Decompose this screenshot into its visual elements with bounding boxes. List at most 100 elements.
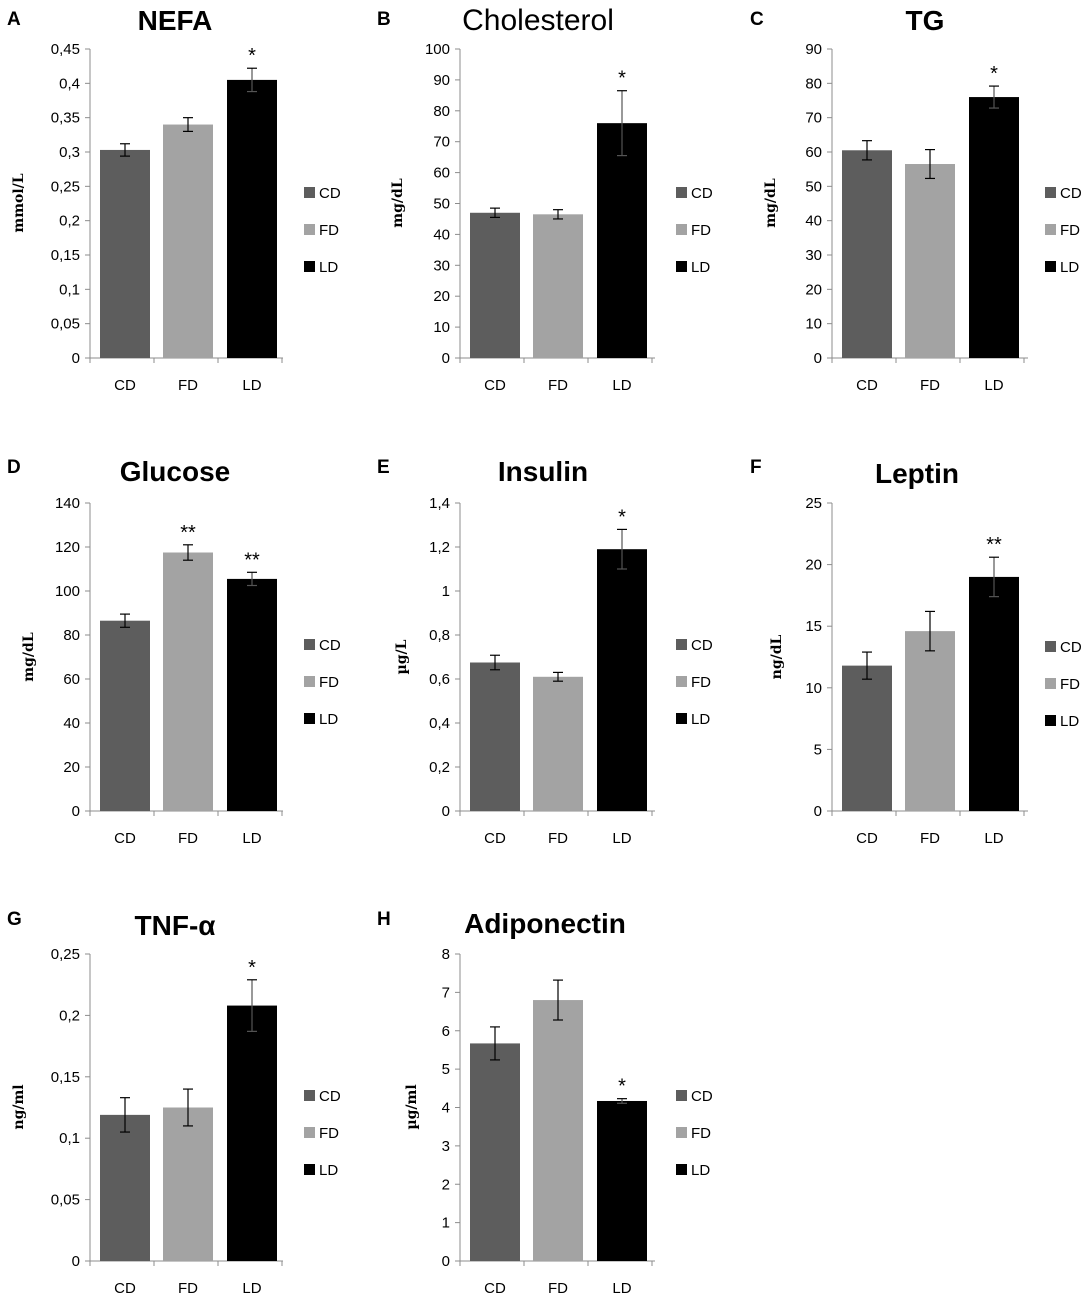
y-axis-label: µg/L bbox=[394, 639, 410, 674]
y-axis-label: µg/ml bbox=[404, 1084, 420, 1129]
significance-mark: * bbox=[618, 506, 626, 528]
x-tick-label: CD bbox=[114, 830, 136, 847]
x-tick-label: LD bbox=[984, 830, 1003, 847]
chart-panel-d: D Glucose mg/dL 0 20 40 60 80 100 120 140 CD FD ** LD *… bbox=[7, 456, 341, 847]
legend-label: CD bbox=[691, 185, 713, 202]
y-tick-label: 0,05 bbox=[51, 316, 80, 333]
legend-swatch-ld bbox=[304, 713, 315, 724]
significance-mark: * bbox=[618, 1076, 626, 1098]
legend: CD FD LD bbox=[304, 1088, 341, 1179]
chart-panel-f: F Leptin ng/dL 0 5 10 15 20 25 CD FD LD ** CD FD LD bbox=[750, 457, 1082, 847]
y-tick-label: 0,1 bbox=[59, 1130, 80, 1147]
y-tick-label: 10 bbox=[805, 316, 822, 333]
x-tick-label: CD bbox=[484, 830, 506, 847]
y-tick-label: 0,15 bbox=[51, 1069, 80, 1086]
legend-label: FD bbox=[319, 1125, 339, 1142]
y-tick-label: 7 bbox=[442, 984, 450, 1001]
chart-panel-b: B Cholesterol mg/dL 0 10 20 30 40 50 60 70 80 90 100 C… bbox=[377, 4, 713, 394]
bar-cd bbox=[470, 1043, 520, 1261]
significance-mark: ** bbox=[244, 549, 260, 571]
chart-title: Glucose bbox=[120, 456, 230, 487]
bar-cd bbox=[842, 665, 892, 811]
legend-swatch-ld bbox=[676, 261, 687, 272]
y-tick-label: 0,2 bbox=[59, 1007, 80, 1024]
legend-swatch-fd bbox=[1045, 224, 1056, 235]
legend-label: FD bbox=[1060, 222, 1080, 239]
x-tick-label: FD bbox=[548, 830, 568, 847]
legend-label: FD bbox=[691, 674, 711, 691]
x-tick-label: LD bbox=[242, 830, 261, 847]
legend-swatch-fd bbox=[676, 1127, 687, 1138]
legend-swatch-fd bbox=[676, 224, 687, 235]
chart-panel-g: G TNF-α ng/ml 0 0,05 0,1 0,15 0,2 0,25 CD FD LD * CD F… bbox=[7, 909, 341, 1297]
y-tick-label: 50 bbox=[433, 196, 450, 213]
y-tick-label: 40 bbox=[433, 226, 450, 243]
y-tick-label: 100 bbox=[425, 41, 450, 58]
y-tick-label: 5 bbox=[814, 741, 822, 758]
chart-title: NEFA bbox=[138, 5, 213, 36]
legend-swatch-cd bbox=[304, 187, 315, 198]
legend-swatch-cd bbox=[676, 1090, 687, 1101]
y-tick-label: 60 bbox=[805, 144, 822, 161]
bar-fd bbox=[533, 676, 583, 811]
y-tick-label: 0 bbox=[72, 803, 80, 820]
bar-fd bbox=[905, 164, 955, 358]
chart-title: TNF-α bbox=[135, 910, 216, 941]
legend-label: LD bbox=[319, 1162, 338, 1179]
x-tick-label: FD bbox=[178, 830, 198, 847]
legend-swatch-ld bbox=[304, 261, 315, 272]
bar-cd bbox=[470, 212, 520, 358]
y-tick-label: 10 bbox=[433, 319, 450, 336]
y-tick-label: 0,6 bbox=[429, 671, 450, 688]
bar-fd bbox=[163, 1107, 213, 1261]
y-tick-label: 25 bbox=[805, 495, 822, 512]
legend-swatch-cd bbox=[676, 639, 687, 650]
chart-panel-e: E Insulin µg/L 0 0,2 0,4 0,6 0,8 1 1,2 1,4 CD FD LD * C… bbox=[377, 456, 713, 847]
y-tick-label: 30 bbox=[433, 257, 450, 274]
y-tick-label: 5 bbox=[442, 1061, 450, 1078]
legend-swatch-cd bbox=[304, 639, 315, 650]
significance-mark: * bbox=[248, 45, 256, 67]
bar-fd bbox=[163, 552, 213, 811]
chart-title: Adiponectin bbox=[464, 908, 626, 939]
bar-fd bbox=[163, 124, 213, 359]
y-tick-label: 0,8 bbox=[429, 627, 450, 644]
legend-label: CD bbox=[319, 185, 341, 202]
y-tick-label: 0,25 bbox=[51, 946, 80, 963]
legend-label: LD bbox=[319, 259, 338, 276]
x-tick-label: LD bbox=[242, 377, 261, 394]
x-tick-label: FD bbox=[178, 1280, 198, 1297]
legend-label: FD bbox=[1060, 676, 1080, 693]
y-tick-label: 1,2 bbox=[429, 539, 450, 556]
bar-cd bbox=[842, 150, 892, 358]
x-tick-label: LD bbox=[242, 1280, 261, 1297]
legend-swatch-cd bbox=[676, 187, 687, 198]
y-tick-label: 8 bbox=[442, 946, 450, 963]
legend-label: CD bbox=[319, 1088, 341, 1105]
legend: CD FD LD bbox=[1045, 185, 1082, 276]
y-tick-label: 0,15 bbox=[51, 247, 80, 264]
legend-swatch-ld bbox=[304, 1164, 315, 1175]
legend-label: CD bbox=[1060, 639, 1082, 656]
significance-mark: ** bbox=[986, 534, 1002, 556]
legend-swatch-fd bbox=[304, 224, 315, 235]
y-tick-label: 10 bbox=[805, 680, 822, 697]
legend-label: CD bbox=[691, 637, 713, 654]
legend-swatch-cd bbox=[1045, 187, 1056, 198]
bar-cd bbox=[470, 662, 520, 811]
bar-ld bbox=[969, 97, 1019, 359]
y-tick-label: 1 bbox=[442, 583, 450, 600]
y-tick-label: 20 bbox=[805, 557, 822, 574]
significance-mark: * bbox=[248, 957, 256, 979]
legend: CD FD LD bbox=[676, 637, 713, 728]
legend-label: FD bbox=[691, 222, 711, 239]
y-tick-label: 0 bbox=[442, 803, 450, 820]
bar-ld bbox=[597, 549, 647, 811]
x-tick-label: CD bbox=[856, 830, 878, 847]
bar-cd bbox=[100, 620, 150, 811]
y-tick-label: 100 bbox=[55, 583, 80, 600]
bar-fd bbox=[905, 631, 955, 811]
y-tick-label: 30 bbox=[805, 247, 822, 264]
legend-label: LD bbox=[691, 1162, 710, 1179]
